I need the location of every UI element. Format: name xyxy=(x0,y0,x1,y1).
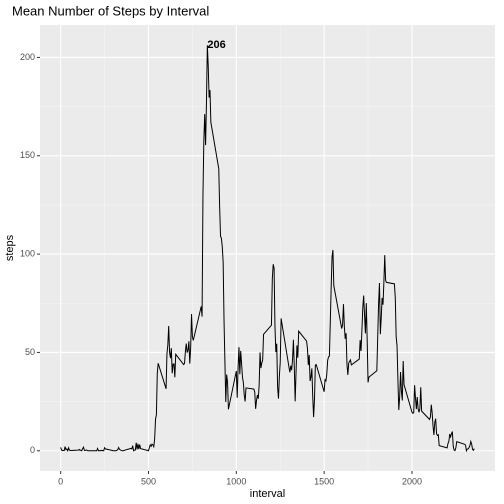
x-tick-label: 2000 xyxy=(402,476,422,486)
y-tick-label: 100 xyxy=(20,248,35,258)
x-tick-label: 0 xyxy=(58,476,63,486)
line xyxy=(60,45,475,453)
x-tick-label: 1000 xyxy=(226,476,246,486)
y-tick-label: 50 xyxy=(25,347,35,357)
y-tick-label: 0 xyxy=(30,445,35,455)
y-tick-label: 200 xyxy=(20,52,35,62)
annotation: 206 xyxy=(207,39,225,51)
y-tick-label: 150 xyxy=(20,150,35,160)
chart-title: Mean Number of Steps by Interval xyxy=(12,3,209,18)
y-axis-label: steps xyxy=(4,234,16,261)
x-tick-label: 1500 xyxy=(314,476,334,486)
x-axis-label: interval xyxy=(250,488,285,500)
x-tick-label: 500 xyxy=(141,476,156,486)
panel xyxy=(40,25,495,471)
